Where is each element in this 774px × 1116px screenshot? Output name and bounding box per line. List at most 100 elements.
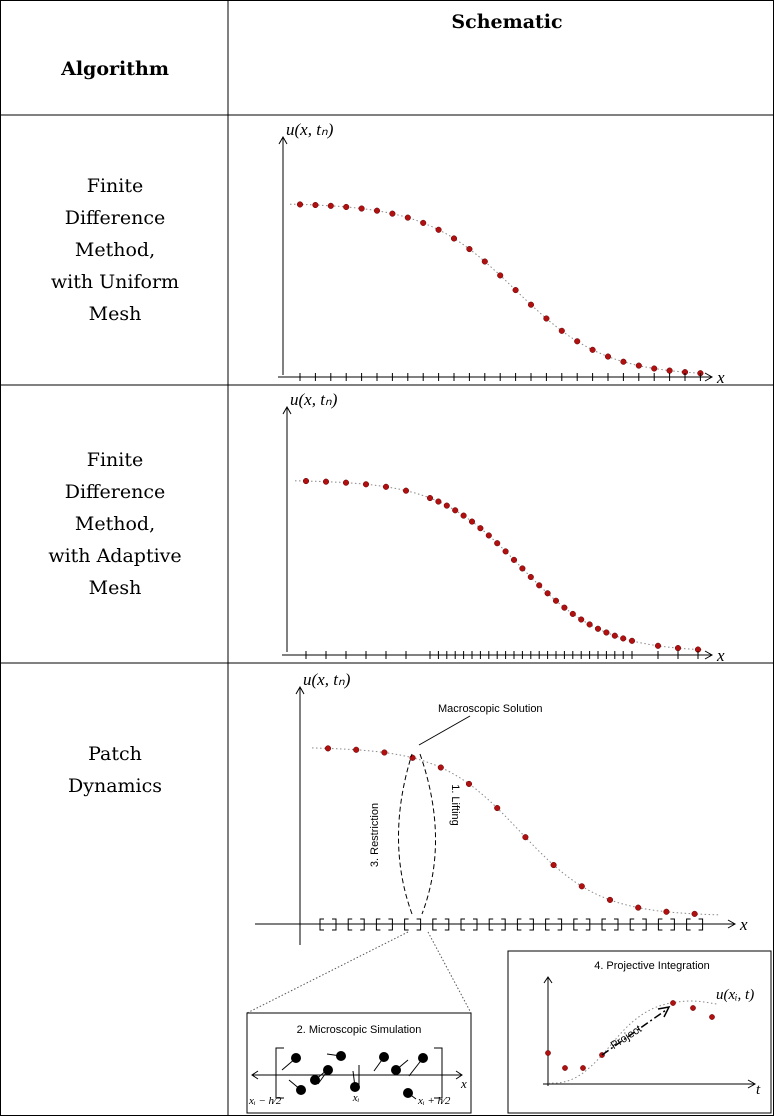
zoom-line <box>427 931 472 1014</box>
point <box>477 525 484 532</box>
point <box>670 1000 676 1006</box>
velocity <box>317 1069 329 1085</box>
point <box>465 780 473 787</box>
point <box>322 478 330 485</box>
algorithm-name: Difference <box>65 481 166 503</box>
patch <box>404 918 422 931</box>
point <box>663 908 670 915</box>
point <box>691 910 698 917</box>
patch <box>686 918 704 931</box>
patch <box>545 918 563 931</box>
point <box>589 346 596 353</box>
patch <box>516 918 534 931</box>
algorithm-name: Finite <box>87 449 143 471</box>
header: Algorithm <box>60 58 169 80</box>
point <box>674 645 682 652</box>
point <box>437 764 444 771</box>
algorithm-name: Method, <box>75 513 155 535</box>
point <box>381 749 388 756</box>
velocity <box>352 1070 356 1088</box>
curve <box>294 480 704 651</box>
point <box>586 621 593 628</box>
point <box>558 327 565 334</box>
point <box>382 483 390 490</box>
arrow-head <box>727 919 737 929</box>
algorithm-name: Mesh <box>89 303 142 325</box>
header: Schematic <box>451 11 562 33</box>
point <box>620 635 627 642</box>
point <box>544 590 551 597</box>
inset <box>507 950 772 1114</box>
patch <box>657 918 675 931</box>
point <box>494 804 501 812</box>
patch <box>601 918 619 931</box>
point <box>409 754 416 761</box>
point <box>635 362 642 369</box>
curve <box>290 203 705 374</box>
point <box>353 746 360 753</box>
y-axis-label: u(x, tₙ) <box>303 670 351 689</box>
arrow-head <box>747 1079 757 1089</box>
point <box>485 532 492 539</box>
algorithm-name: with Uniform <box>51 271 179 293</box>
point <box>452 507 459 514</box>
point <box>497 272 504 279</box>
point <box>635 904 642 911</box>
point <box>358 205 365 212</box>
arrow-head <box>657 1005 671 1018</box>
label: xᵢ + h⁄2 <box>417 1095 451 1107</box>
point <box>611 632 618 639</box>
x-axis-label: x <box>716 646 725 665</box>
annotation-line <box>418 715 471 746</box>
algorithm-name: Finite <box>87 175 143 197</box>
velocity <box>373 1056 385 1072</box>
point <box>426 495 434 502</box>
zoom-line <box>246 931 409 1014</box>
velocity <box>407 1092 417 1100</box>
restrict-arrow <box>398 753 413 915</box>
point <box>561 604 568 611</box>
point <box>578 616 585 623</box>
point <box>502 548 509 555</box>
label: xᵢ − h⁄2 <box>248 1095 282 1107</box>
point <box>362 481 370 488</box>
label: xᵢ <box>352 1092 360 1104</box>
patch <box>629 918 647 931</box>
point <box>481 258 488 265</box>
patch <box>573 918 591 931</box>
algorithm-name: with Adaptive <box>48 545 181 567</box>
point <box>666 367 673 374</box>
point <box>620 358 627 365</box>
point <box>536 582 543 589</box>
point <box>594 625 602 632</box>
axis-label: x <box>460 1076 467 1091</box>
patch <box>375 918 393 931</box>
point <box>651 365 658 372</box>
arrow-head <box>278 135 288 145</box>
patch <box>488 918 506 931</box>
patch <box>319 918 337 931</box>
label: u(xᵢ, t) <box>716 987 754 1003</box>
project-arrow <box>601 1009 667 1056</box>
point <box>527 301 535 308</box>
algorithm-name: Difference <box>65 207 166 229</box>
algorithm-name: Patch <box>88 743 142 765</box>
lift-arrow <box>419 753 436 915</box>
patch <box>347 918 365 931</box>
point <box>519 565 526 572</box>
point <box>527 573 534 581</box>
axis-label: t <box>756 1082 761 1098</box>
point <box>606 896 614 903</box>
point <box>435 226 442 233</box>
arrow-head <box>295 685 305 695</box>
annotation: 3. Restriction <box>369 803 381 867</box>
point <box>389 210 396 217</box>
inset-title: 4. Projective Integration <box>594 960 710 972</box>
point <box>312 201 319 209</box>
arrow-head <box>704 372 714 382</box>
point <box>296 201 304 208</box>
algorithm-name: Mesh <box>89 577 142 599</box>
point <box>690 1005 696 1011</box>
velocity <box>408 1057 424 1077</box>
